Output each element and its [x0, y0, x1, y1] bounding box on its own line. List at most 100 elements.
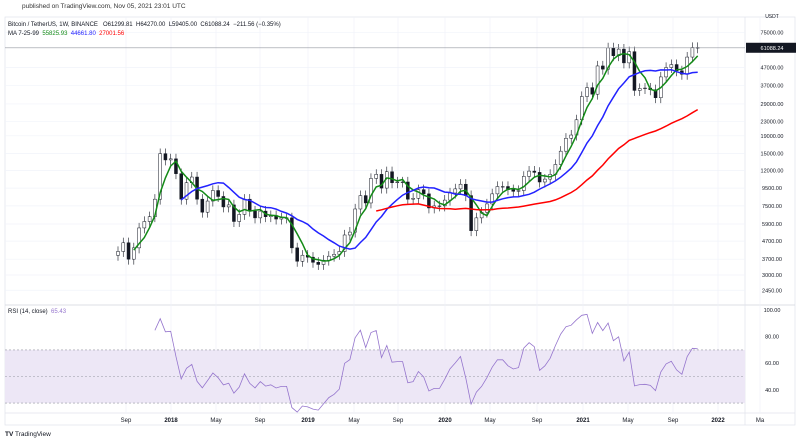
y-tick-label: 5900.00: [762, 222, 782, 228]
candle: [221, 196, 226, 208]
candle: [332, 254, 336, 257]
candle: [543, 178, 547, 183]
candle: [168, 158, 173, 161]
published-note: published on TradingView.com, Nov 05, 20…: [22, 3, 186, 10]
candle: [448, 192, 452, 201]
ma2-value: 44661.80: [70, 31, 96, 37]
candle: [537, 172, 542, 183]
candle: [411, 198, 415, 200]
symbol-name[interactable]: Bitcoin / TetherUS, 1W, BINANCE: [8, 22, 98, 28]
x-tick-label: Ma: [756, 418, 765, 424]
candle: [253, 210, 257, 219]
x-tick-label: 2021: [576, 418, 590, 424]
tradingview-logo-icon: TV: [5, 431, 14, 438]
candle: [474, 217, 479, 231]
brand-name: TradingView: [15, 431, 51, 438]
y-tick-label: 23000.00: [761, 119, 784, 125]
rsi-legend: RSI (14, close) 65.43: [8, 309, 66, 315]
candle: [226, 204, 231, 208]
candle: [453, 188, 458, 194]
candle: [379, 174, 384, 189]
y-tick-label: 29000.00: [761, 102, 784, 108]
candle: [200, 198, 205, 213]
candle: [363, 195, 368, 204]
y-tick-label: 75000.00: [761, 30, 784, 36]
candle: [390, 171, 394, 183]
candle: [632, 51, 637, 91]
ohlc-high: H64270.00: [135, 22, 166, 28]
candle: [216, 190, 220, 197]
rsi-value: 65.43: [51, 309, 67, 315]
ohlc-open: O61299.81: [102, 22, 133, 28]
candle: [595, 65, 600, 95]
x-tick-label: 2020: [438, 418, 452, 424]
candle: [669, 64, 674, 68]
rsi-label[interactable]: RSI (14, close): [8, 309, 48, 315]
candle: [316, 262, 321, 265]
candle: [590, 87, 595, 95]
candle: [558, 150, 563, 165]
candle: [653, 89, 658, 98]
candle: [258, 210, 263, 219]
rsi-tick-label: 40.00: [765, 388, 779, 394]
candle: [121, 242, 126, 252]
candle: [132, 247, 136, 260]
candle: [406, 181, 410, 200]
candle: [147, 216, 152, 222]
candle: [358, 195, 363, 210]
candle: [585, 87, 589, 97]
y-tick-label: 9500.00: [762, 186, 782, 192]
last-price-label: 61088.24: [761, 46, 784, 52]
candle: [643, 87, 647, 89]
candle: [437, 205, 442, 207]
candle: [116, 251, 120, 256]
symbol-legend: Bitcoin / TetherUS, 1W, BINANCE O61299.8…: [8, 21, 281, 39]
ma3-value: 27001.56: [99, 31, 125, 37]
last-price-badge: [746, 42, 796, 53]
y-tick-label: 12000.00: [761, 168, 784, 174]
chart-frame: [4, 16, 796, 426]
candle: [569, 134, 573, 139]
candle: [237, 214, 241, 222]
ma-line-50: [376, 108, 699, 212]
candle: [485, 203, 489, 213]
candle: [184, 182, 189, 200]
candle: [205, 200, 210, 213]
x-tick-label: 2019: [301, 418, 315, 424]
candle: [500, 186, 505, 188]
y-tick-label: 3700.00: [762, 257, 782, 263]
x-tick-label: Sep: [121, 418, 132, 424]
candle: [232, 204, 236, 222]
candle: [374, 174, 378, 179]
candle: [400, 181, 405, 183]
candle: [516, 190, 521, 192]
candle: [490, 193, 494, 205]
rsi-line: [154, 313, 698, 413]
candle: [511, 189, 515, 192]
rsi-tick-label: 60.00: [765, 361, 779, 367]
candle: [295, 247, 299, 262]
candle: [421, 189, 426, 195]
candle: [622, 48, 626, 64]
y-tick-label: 4700.00: [762, 239, 782, 245]
y-tick-label: 19000.00: [761, 134, 784, 140]
x-tick-label: Sep: [532, 418, 543, 424]
candle: [300, 254, 305, 262]
candle: [458, 183, 463, 190]
y-tick-label: 7500.00: [762, 204, 782, 210]
candle: [342, 234, 347, 252]
candle: [137, 227, 141, 249]
rsi-tick-label: 80.00: [765, 335, 779, 341]
y-tick-label: 37000.00: [761, 84, 784, 90]
candle: [163, 153, 168, 161]
x-tick-label: Sep: [255, 418, 266, 424]
candle: [690, 47, 695, 58]
y-tick-label: 15000.00: [761, 152, 784, 158]
candle: [395, 181, 400, 183]
candle: [532, 170, 537, 173]
ohlc-close: C61088.24: [200, 22, 230, 28]
candle: [369, 178, 373, 204]
candle: [495, 186, 500, 195]
ma-label[interactable]: MA 7-25-99: [8, 31, 40, 37]
